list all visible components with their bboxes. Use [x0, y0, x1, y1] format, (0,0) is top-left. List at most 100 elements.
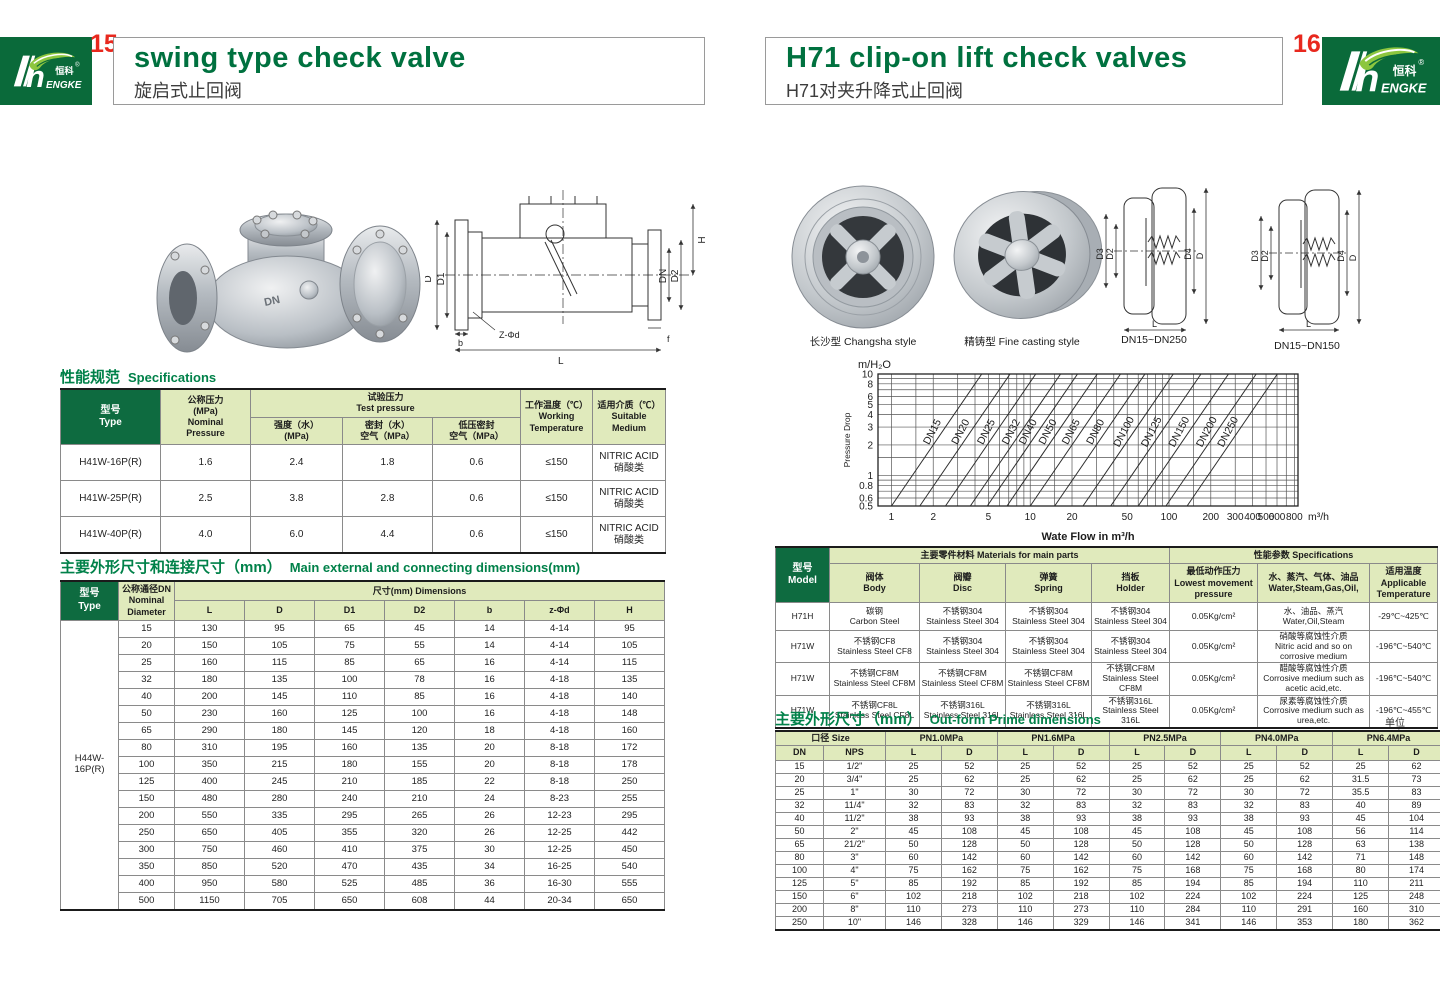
dn-curve-label: DN50 — [1036, 417, 1059, 446]
table-cell: 不锈钢CF8 Stainless Steel CF8 — [829, 629, 920, 664]
col-header-lowest-pressure: 最低动作压力 Lowest movement pressure — [1169, 563, 1259, 603]
table-row: H71W 不锈钢CF8M Stainless Steel CF8M 不锈钢CF8M … — [775, 662, 1439, 696]
table-cell: 50 — [118, 704, 175, 723]
outform-header-row-1: 口径 Size PN1.0MPa PN1.6MPa PN2.5MPa PN4.0… — [774, 730, 1440, 747]
table-cell: 38 — [885, 811, 942, 826]
table-cell: 30 — [1108, 785, 1166, 800]
spec-header-row-1: 型号 Type 公称压力 (MPa) Nominal Pressure 试验压力… — [60, 388, 666, 445]
dn-curve-label: DN25 — [975, 417, 998, 446]
svg-text:ENGKE: ENGKE — [46, 80, 82, 91]
table-cell: 470 — [314, 857, 385, 876]
table-cell: 5" — [822, 876, 887, 891]
table-cell: 0.05Kg/cm² — [1169, 694, 1259, 729]
table-cell: 硝酸等腐蚀性介质 Nitric acid and so on corrosive… — [1257, 629, 1371, 664]
table-cell: 尿素等腐蚀性介质 Corrosive medium such as urea,e… — [1257, 694, 1371, 729]
table-cell: 140 — [594, 687, 665, 706]
table-cell: H71W — [775, 662, 830, 696]
x-tick-label: 1 — [889, 512, 895, 523]
table-cell: -196℃~455℃ — [1369, 694, 1439, 729]
table-cell: 146 — [1220, 915, 1278, 930]
table-cell: 35.5 — [1332, 785, 1390, 800]
table-cell: 500 — [118, 891, 175, 911]
table-cell: 18 — [454, 721, 525, 740]
table-cell: 20 — [775, 772, 824, 787]
y-axis-unit-label: m/H₂O — [858, 359, 891, 371]
table-cell: 56 — [1332, 824, 1390, 839]
table-cell: 1/2" — [822, 759, 887, 774]
table-cell: 95 — [594, 619, 665, 638]
materials-header-row-2: 阀体 Body 阀瓣 Disc 弹簧 Spring 挡板 Holder 最低动作… — [776, 563, 1439, 603]
table-cell: 250 — [118, 823, 175, 842]
table-cell: 32 — [118, 670, 175, 689]
table-cell: 25 — [1220, 759, 1278, 774]
table-row: 20 3/4" 25 62 25 62 25 62 25 62 31.5 73 — [775, 772, 1440, 787]
svg-text:D4: D4 — [1336, 250, 1346, 262]
table-cell: 218 — [1052, 889, 1110, 904]
table-cell: 不锈钢CF8M Stainless Steel CF8M — [1005, 662, 1092, 696]
table-cell: 80 — [1332, 863, 1390, 878]
table-cell: 20 — [118, 636, 175, 655]
table-row: 15 1/2" 25 52 25 52 25 52 25 52 25 62 — [775, 759, 1440, 774]
table-cell: 300 — [118, 840, 175, 859]
materials-table-body: H71H 碳钢 Carbon Steel 不锈钢304 Stainless Stee… — [775, 602, 1439, 729]
table-cell: 4-14 — [524, 653, 595, 672]
table-cell: 650 — [594, 891, 665, 911]
page-title-right: H71 clip-on lift check valves H71对夹升降式止回… — [765, 37, 1283, 105]
col-header-D: D — [940, 745, 998, 761]
table-cell: 310 — [174, 738, 245, 757]
table-cell: 85 — [885, 876, 942, 891]
table-cell: 194 — [1276, 876, 1334, 891]
table-cell: 160 — [174, 653, 245, 672]
table-cell: 44 — [454, 891, 525, 911]
wafer-valve-drawing-2: D3 D2 D4 D L — [1243, 182, 1371, 336]
table-cell: 2.8 — [342, 480, 433, 517]
table-cell: 32 — [1108, 798, 1166, 813]
table-cell: 4-18 — [524, 670, 595, 689]
table-cell: 45 — [1332, 811, 1390, 826]
table-cell: 210 — [384, 789, 455, 808]
table-cell: 200 — [174, 687, 245, 706]
col-header-L: L — [885, 745, 942, 761]
svg-text:D1: D1 — [436, 272, 447, 285]
col-header-D: D — [244, 600, 315, 621]
table-cell: 93 — [1164, 811, 1222, 826]
table-cell: 16 — [454, 670, 525, 689]
table-cell: 21/2" — [822, 837, 887, 852]
table-cell: 1.8 — [342, 444, 433, 481]
table-cell: 8" — [822, 902, 887, 917]
table-cell: 3/4" — [822, 772, 887, 787]
table-cell: H71W — [775, 629, 830, 664]
col-header-pn64: PN6.4MPa — [1332, 730, 1440, 747]
dn-curve — [1165, 373, 1257, 507]
table-cell: 60 — [1220, 850, 1278, 865]
table-cell: 705 — [244, 891, 315, 911]
table-cell: 125 — [1332, 889, 1390, 904]
y-tick-label: 8 — [867, 379, 873, 390]
table-cell: 0.6 — [432, 444, 521, 481]
table-cell: 不锈钢CF8L Stainless Steel CF8L — [829, 694, 920, 729]
table-cell: 80 — [775, 850, 824, 865]
table-cell: 碳钢 Carbon Steel — [829, 602, 920, 631]
dn-curve — [1054, 373, 1146, 507]
table-cell: 255 — [594, 789, 665, 808]
table-cell: 95 — [244, 619, 315, 638]
col-header-suitable-medium: 适用介质（℃） Suitable Medium — [592, 388, 666, 445]
hengke-logo-right: h 恒科 ® ENGKE — [1322, 37, 1440, 105]
table-cell: 105 — [244, 636, 315, 655]
table-cell: 291 — [1276, 902, 1334, 917]
table-cell: 400 — [174, 772, 245, 791]
table-cell: 12-25 — [524, 823, 595, 842]
svg-text:恒科: 恒科 — [1393, 64, 1417, 78]
x-tick-label: 800 — [1286, 512, 1303, 523]
table-cell: 172 — [594, 738, 665, 757]
table-cell: 45 — [384, 619, 455, 638]
table-row: 32 180 135 100 78 16 4-18 135 — [61, 670, 665, 689]
table-cell: 180 — [314, 755, 385, 774]
table-cell: 4.0 — [160, 516, 251, 554]
table-row: 250 10" 146 328 146 329 146 341 146 353 180 362 — [775, 915, 1440, 930]
table-cell: 580 — [244, 874, 315, 893]
page-title-en: swing type check valve — [134, 42, 466, 74]
svg-text:f: f — [667, 334, 670, 344]
col-header-L: L — [174, 600, 245, 621]
table-cell: 10" — [822, 915, 887, 930]
